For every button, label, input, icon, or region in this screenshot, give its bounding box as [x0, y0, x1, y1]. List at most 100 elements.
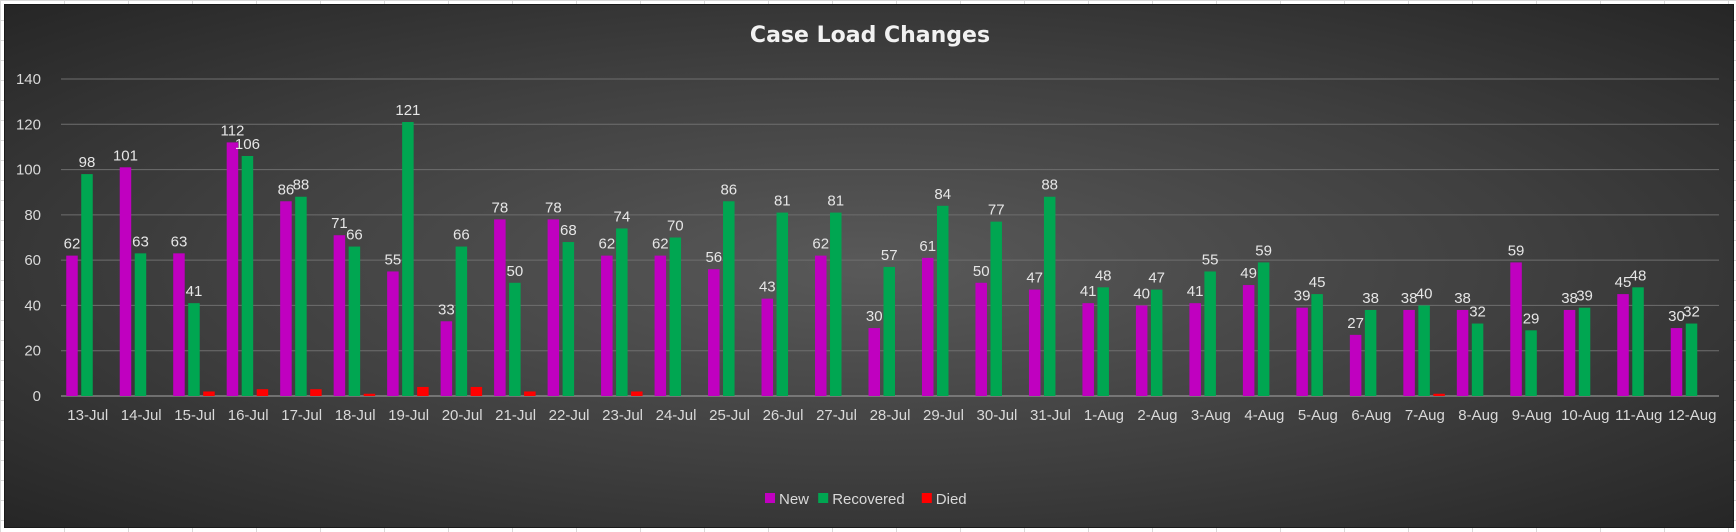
bar-new: [280, 201, 292, 396]
x-tick-label: 21-Jul: [495, 407, 536, 424]
bar-new: [1242, 285, 1255, 396]
y-tick-label: 120: [16, 116, 41, 133]
legend-swatch-new: [765, 493, 775, 503]
bar-new: [868, 328, 880, 396]
x-tick-label: 20-Jul: [442, 407, 483, 424]
x-tick-label: 25-Jul: [709, 407, 750, 424]
data-label-recovered: 121: [395, 102, 420, 119]
legend-label-recovered: Recovered: [832, 491, 905, 508]
bar-new: [1028, 289, 1041, 396]
y-tick-label: 140: [16, 71, 41, 88]
data-label-new: 43: [759, 279, 776, 296]
bar-new: [226, 142, 239, 396]
x-tick-label: 26-Jul: [763, 407, 804, 424]
bar-recovered: [1204, 271, 1216, 396]
bar-recovered: [562, 242, 575, 396]
x-tick-label: 22-Jul: [549, 407, 590, 424]
data-label-recovered: 68: [560, 222, 577, 239]
y-axis-ticks: 0 20 40 60 80 100 120 140: [16, 71, 41, 405]
bar-new: [654, 255, 667, 396]
bar-recovered: [455, 246, 468, 396]
data-label-new: 86: [278, 181, 295, 198]
legend-item-died[interactable]: Died: [921, 491, 967, 508]
bar-new: [494, 219, 506, 396]
x-tick-label: 14-Jul: [121, 407, 162, 424]
x-tick-label: 19-Jul: [388, 407, 429, 424]
bar-recovered: [1525, 330, 1537, 396]
bar-died: [310, 389, 322, 396]
data-label-recovered: 81: [774, 193, 791, 210]
data-label-new: 62: [652, 236, 669, 253]
data-label-new: 47: [1026, 270, 1043, 287]
x-tick-label: 1-Aug: [1084, 407, 1124, 424]
x-tick-label: 16-Jul: [228, 407, 269, 424]
bar-new: [1617, 294, 1629, 396]
bar-died: [363, 393, 376, 396]
legend-swatch-recovered: [818, 493, 829, 503]
bar-new: [708, 269, 720, 396]
bar-recovered: [81, 174, 93, 396]
bar-recovered: [188, 303, 200, 396]
bar-recovered: [348, 246, 361, 396]
bar-died: [470, 386, 483, 396]
bar-recovered: [402, 122, 414, 397]
bar-recovered: [509, 282, 521, 396]
x-tick-label: 23-Jul: [602, 407, 643, 424]
x-tick-label: 12-Aug: [1668, 407, 1716, 424]
data-label-new: 62: [64, 236, 81, 253]
bar-recovered: [616, 228, 628, 396]
data-label-new: 55: [385, 251, 402, 268]
data-label-new: 62: [598, 236, 615, 253]
bar-recovered: [241, 155, 254, 396]
bar-died: [256, 389, 269, 396]
x-tick-label: 5-Aug: [1298, 407, 1338, 424]
x-tick-label: 28-Jul: [870, 407, 911, 424]
bar-recovered: [1632, 287, 1644, 396]
x-tick-label: 9-Aug: [1512, 407, 1552, 424]
legend[interactable]: New Recovered Died: [765, 491, 967, 508]
data-label-recovered: 45: [1309, 274, 1326, 291]
bar-recovered: [830, 212, 842, 396]
data-label-recovered: 74: [613, 208, 630, 225]
bar-recovered: [1257, 262, 1270, 396]
chart-svg: Case Load Changes 0 20 40 60 80 100 120 140 62 9…: [16, 23, 1719, 508]
x-tick-label: 31-Jul: [1030, 407, 1071, 424]
data-label-new: 38: [1561, 290, 1578, 307]
legend-item-new[interactable]: New: [765, 491, 809, 508]
x-tick-label: 18-Jul: [335, 407, 376, 424]
legend-label-died: Died: [936, 491, 967, 508]
data-label-recovered: 88: [293, 177, 310, 194]
x-tick-label: 10-Aug: [1561, 407, 1609, 424]
bar-new: [1082, 303, 1094, 396]
y-tick-label: 0: [33, 388, 41, 405]
data-label-new: 41: [1187, 283, 1204, 300]
data-label-new: 112: [220, 122, 244, 139]
bar-died: [417, 386, 429, 396]
bar-new: [119, 167, 132, 396]
y-tick-label: 40: [24, 297, 41, 314]
x-tick-label: 2-Aug: [1137, 407, 1177, 424]
x-tick-label: 15-Jul: [174, 407, 215, 424]
bar-new: [1510, 262, 1522, 396]
chart-area[interactable]: Case Load Changes 0 20 40 60 80 100 120 140 62 9…: [4, 4, 1734, 528]
bar-recovered: [295, 196, 307, 396]
data-label-recovered: 48: [1095, 267, 1112, 284]
data-label-recovered: 50: [507, 263, 524, 280]
data-label-new: 78: [545, 199, 562, 216]
bar-new: [547, 219, 560, 396]
x-tick-label: 3-Aug: [1191, 407, 1231, 424]
bar-new: [440, 321, 453, 396]
bar-recovered: [1311, 294, 1323, 396]
data-label-recovered: 98: [79, 154, 96, 171]
bar-recovered: [883, 266, 895, 396]
bar-recovered: [776, 212, 789, 396]
bar-recovered: [669, 237, 682, 396]
data-label-recovered: 106: [235, 136, 260, 153]
bar-recovered: [1471, 323, 1484, 396]
legend-item-recovered[interactable]: Recovered: [818, 491, 905, 508]
data-label-recovered: 70: [667, 218, 684, 235]
x-tick-label: 27-Jul: [816, 407, 857, 424]
y-tick-label: 20: [24, 343, 41, 360]
data-label-recovered: 77: [988, 202, 1005, 219]
data-label-recovered: 41: [186, 283, 203, 300]
